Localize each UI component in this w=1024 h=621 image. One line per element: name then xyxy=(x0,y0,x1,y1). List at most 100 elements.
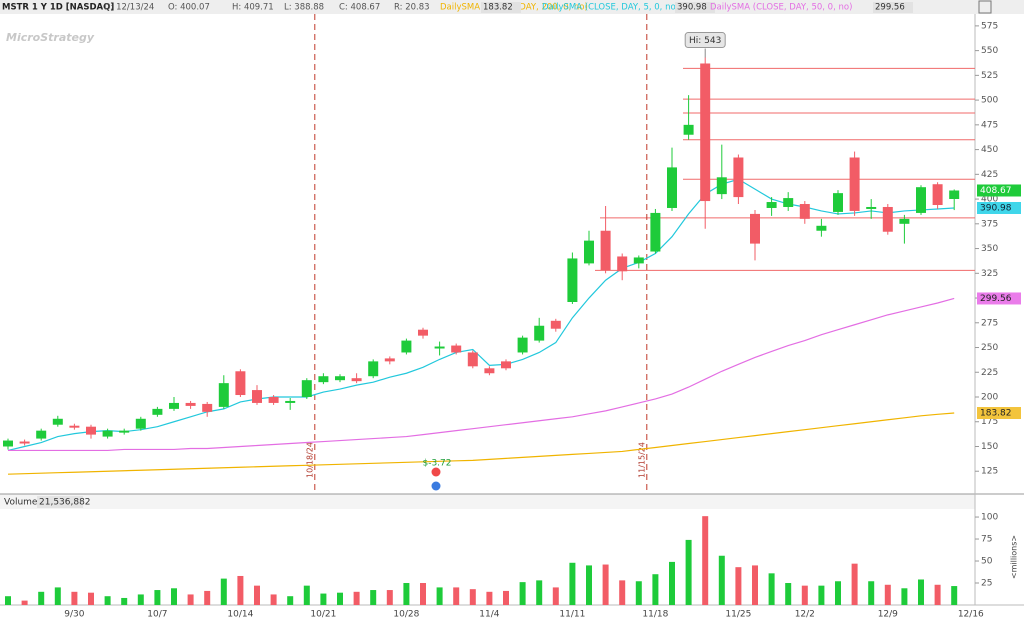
candle-body xyxy=(69,425,80,428)
watermark: MicroStrategy xyxy=(6,31,95,44)
header-study-value: 299.56 xyxy=(875,3,905,13)
volume-bar xyxy=(884,584,891,605)
volume-total: 21,536,882 xyxy=(39,498,91,508)
volume-bar xyxy=(54,587,61,605)
header-item: R: 20.83 xyxy=(394,3,430,13)
candle-body xyxy=(667,167,677,208)
volume-bar xyxy=(403,583,410,605)
volume-bar xyxy=(835,581,841,605)
candle-body xyxy=(52,418,63,425)
volume-bar xyxy=(851,563,858,605)
price-box xyxy=(977,201,1021,214)
candle-body xyxy=(384,358,395,362)
volume-bar xyxy=(270,594,277,605)
header-item: H: 409.71 xyxy=(232,3,274,13)
candle-body xyxy=(169,402,179,409)
volume-bar xyxy=(735,567,742,605)
earnings-icon[interactable] xyxy=(431,467,441,477)
candle-body xyxy=(833,193,843,212)
candle-body xyxy=(218,383,229,407)
volume-bar xyxy=(818,585,825,605)
candle-body xyxy=(700,63,711,202)
candle-body xyxy=(916,187,926,213)
header-item: MSTR 1 Y 1D [NASDAQ] xyxy=(2,3,114,13)
candle-body xyxy=(351,378,362,382)
header-item: L: 388.88 xyxy=(284,3,324,13)
earnings-label: $-3.72 xyxy=(422,459,451,469)
volume-bar xyxy=(386,590,393,605)
volume-bar xyxy=(254,585,260,605)
candle-body xyxy=(882,206,893,232)
candle-body xyxy=(285,400,296,403)
volume-bar xyxy=(220,578,227,605)
volume-bar xyxy=(602,564,609,605)
y-tick-label: 175 xyxy=(981,417,998,427)
y-tick-label: 275 xyxy=(981,318,998,328)
volume-bar xyxy=(204,590,211,605)
candle-body xyxy=(268,397,279,403)
x-tick-label: 11/18 xyxy=(642,610,668,620)
x-tick-label: 12/9 xyxy=(878,610,898,620)
volume-bar xyxy=(768,573,775,605)
volume-bar xyxy=(685,539,692,605)
candle-body xyxy=(119,430,130,433)
hi-bubble xyxy=(684,32,726,49)
candle-body xyxy=(932,184,943,206)
candle-body xyxy=(252,390,262,403)
candle-body xyxy=(318,376,329,383)
volume-bar xyxy=(785,583,792,605)
volume-bar xyxy=(519,582,526,605)
info-icon[interactable] xyxy=(431,481,441,491)
y-tick-label: 400 xyxy=(981,195,998,205)
y-tick-label: 350 xyxy=(981,244,998,254)
candle-body xyxy=(135,418,146,429)
y-tick-label: 500 xyxy=(981,96,998,106)
y-tick-label: 525 xyxy=(981,71,998,81)
x-tick-label: 10/21 xyxy=(310,610,336,620)
candle-body xyxy=(86,426,96,435)
event-marker-label: 11/15/24 xyxy=(637,442,646,478)
volume-total-box xyxy=(37,496,83,508)
y-tick-label: 150 xyxy=(981,442,998,452)
candle-body xyxy=(501,361,511,369)
y-tick-label: 475 xyxy=(981,120,998,130)
volume-bar xyxy=(137,594,144,605)
settings-icon[interactable] xyxy=(978,0,992,14)
price-box xyxy=(977,407,1021,420)
x-tick-label: 11/11 xyxy=(559,610,585,620)
candle-body xyxy=(849,157,860,211)
volume-bar xyxy=(104,596,111,605)
candle-body xyxy=(451,345,462,353)
y-tick-label: 125 xyxy=(981,467,998,477)
header-item: C: 408.67 xyxy=(339,3,380,13)
candle-body xyxy=(301,380,312,398)
header-study-value: 183.82 xyxy=(483,3,513,13)
volume-bar xyxy=(536,580,543,605)
header-study-value-box xyxy=(873,2,913,13)
volume-bar xyxy=(436,587,443,605)
candle-body xyxy=(600,230,611,271)
header-study-value-box xyxy=(481,2,521,13)
hi-label: Hi: 543 xyxy=(689,36,721,46)
y-tick-label: 225 xyxy=(981,368,998,378)
candle-body xyxy=(418,329,428,336)
candle-body xyxy=(102,430,113,437)
y-tick-label: 550 xyxy=(981,46,998,56)
candle-body xyxy=(152,408,163,415)
volume-bar xyxy=(918,579,924,605)
volume-bar xyxy=(420,583,426,605)
candle-body xyxy=(3,440,13,447)
header-study-name: DailySMA (CLOSE, DAY, 50, 0, no) xyxy=(710,3,852,13)
y-tick-label: 250 xyxy=(981,343,998,353)
volume-header-bar xyxy=(0,494,975,509)
volume-bar xyxy=(237,575,244,605)
volume-bar xyxy=(21,600,28,605)
volume-y-tick-label: 50 xyxy=(981,557,993,567)
volume-bar xyxy=(868,581,875,605)
volume-bar xyxy=(5,596,11,605)
header-study-value: 390.98 xyxy=(677,3,707,13)
volume-bar xyxy=(552,587,559,605)
volume-bar xyxy=(652,574,659,605)
price-box xyxy=(977,292,1021,305)
volume-y-tick-label: 100 xyxy=(981,513,998,523)
